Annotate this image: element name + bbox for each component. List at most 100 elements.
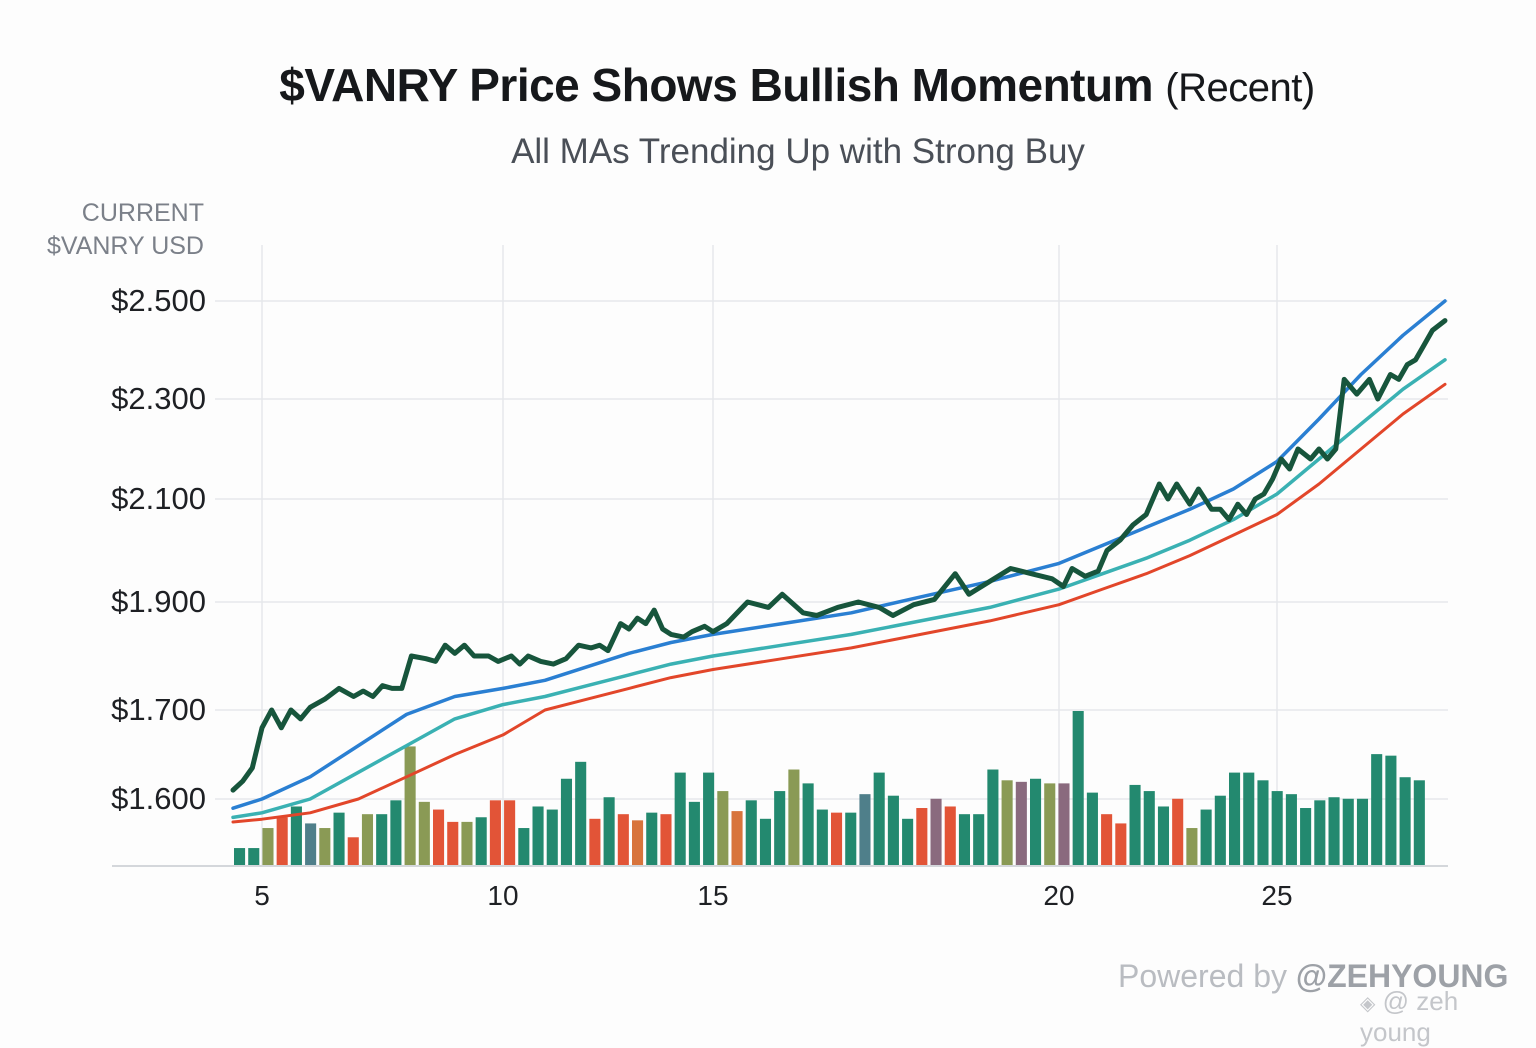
volume-bar	[859, 794, 871, 865]
volume-bar	[958, 814, 971, 865]
volume-bar	[433, 809, 445, 865]
volume-bar	[1257, 780, 1269, 865]
y-axis-label: CURRENT $VANRY USD	[47, 197, 204, 263]
volume-bar	[745, 800, 757, 865]
watermark-text: @ zeh young	[1360, 986, 1459, 1047]
volume-bar	[347, 837, 359, 865]
volume-bar	[560, 778, 573, 865]
volume-bar	[504, 800, 516, 865]
y-tick-label: $1.700	[111, 692, 206, 727]
x-tick-label: 20	[1043, 880, 1075, 911]
volume-bar	[617, 814, 629, 865]
volume-bar	[902, 818, 914, 865]
volume-bar	[1172, 798, 1184, 865]
volume-bar	[802, 783, 814, 865]
volume-bar	[319, 828, 331, 865]
volume-bar	[873, 772, 885, 865]
y-tick-label: $2.100	[111, 481, 206, 516]
chart-title: $VANRY Price Shows Bullish Momentum (Rec…	[0, 58, 1536, 112]
volume-bar	[1371, 754, 1383, 865]
volume-bar	[1072, 711, 1084, 865]
volume-bar	[632, 820, 644, 865]
chart-plot	[112, 245, 1448, 867]
volume-bar	[1399, 777, 1411, 865]
volume-bar	[845, 812, 857, 865]
y-axis-label-line1: CURRENT	[81, 199, 204, 227]
volume-bar	[361, 814, 374, 865]
volume-bar	[688, 801, 700, 865]
volume-bar	[575, 761, 587, 865]
volume-bar	[930, 798, 942, 865]
volume-bar	[646, 812, 658, 865]
x-tick-label: 15	[697, 880, 729, 911]
volume-bar	[589, 818, 601, 865]
volume-bar	[788, 769, 800, 865]
x-tick-label: 5	[254, 880, 270, 911]
series-line-ma-mid	[231, 358, 1447, 820]
volume-bar	[532, 806, 544, 865]
volume-bar	[987, 769, 999, 865]
volume-bar	[461, 821, 473, 865]
powered-by-credit: Powered by @ZEHYOUNG	[1118, 958, 1508, 995]
volume-bar	[1328, 797, 1340, 865]
volume-bar	[1015, 781, 1027, 865]
volume-bar	[887, 795, 899, 865]
volume-bar	[603, 797, 615, 865]
y-axis-label-line2: $VANRY USD	[46, 232, 204, 260]
chart-title-main: $VANRY Price Shows Bullish Momentum	[279, 59, 1154, 111]
volume-bar	[248, 848, 260, 865]
y-tick-label: $2.300	[111, 381, 206, 416]
watermark: ◈ @ zeh young	[1360, 986, 1536, 1048]
y-tick-label: $2.500	[111, 283, 206, 318]
volume-bar	[404, 746, 416, 865]
volume-bar	[1186, 828, 1198, 865]
volume-bar	[333, 812, 345, 865]
volume-bar	[916, 808, 928, 865]
chart-title-qualifier: (Recent)	[1165, 66, 1315, 110]
volume-bar	[1342, 798, 1354, 865]
volume-bar	[489, 800, 501, 865]
volume-bar	[1243, 772, 1255, 865]
volume-bar	[731, 811, 743, 865]
chart-subtitle: All MAs Trending Up with Strong Buy	[511, 132, 1085, 171]
y-tick-label: $1.900	[111, 584, 206, 619]
diamond-logo-icon: ◈	[1360, 993, 1376, 1015]
volume-bar	[1157, 806, 1170, 865]
volume-bar	[1044, 783, 1056, 865]
volume-bar	[1356, 798, 1369, 865]
volume-bar	[1101, 814, 1113, 865]
volume-bar	[1413, 780, 1425, 865]
volume-bar	[1143, 791, 1155, 865]
volume-bar	[518, 828, 530, 865]
powered-by-prefix: Powered by	[1118, 958, 1296, 994]
volume-bar	[447, 821, 459, 865]
volume-bar	[1086, 792, 1098, 865]
volume-bar	[816, 809, 828, 865]
x-tick-label: 25	[1261, 880, 1293, 911]
volume-bar	[660, 814, 672, 865]
volume-bars	[234, 711, 1425, 865]
volume-bar	[290, 806, 302, 865]
volume-bar	[1229, 772, 1241, 865]
volume-bar	[831, 812, 843, 865]
volume-bar	[276, 817, 288, 865]
volume-bar	[944, 806, 956, 865]
volume-bar	[1385, 755, 1397, 865]
volume-bar	[1300, 808, 1312, 865]
volume-bar	[1271, 791, 1283, 865]
y-tick-label: $1.600	[111, 781, 206, 816]
series-line-price	[230, 318, 1448, 793]
volume-bar	[674, 772, 686, 865]
volume-bar	[234, 848, 246, 865]
volume-bar	[262, 828, 274, 865]
series-line-ma-fast	[231, 299, 1447, 810]
volume-bar	[703, 772, 715, 865]
volume-bar	[1030, 778, 1042, 865]
powered-by-handle: @ZEHYOUNG	[1295, 958, 1509, 994]
volume-bar	[1200, 809, 1212, 865]
volume-bar	[305, 823, 317, 865]
volume-bar	[546, 809, 558, 865]
series-line-ma-slow	[231, 382, 1447, 824]
volume-bar	[1058, 783, 1070, 865]
volume-bar	[475, 817, 487, 865]
